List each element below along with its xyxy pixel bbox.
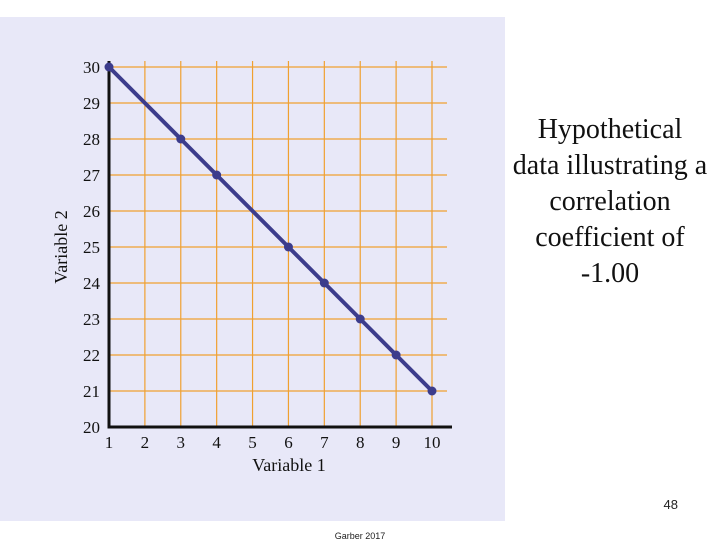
y-tick-label-20: 20 [83, 418, 100, 437]
x-tick-label-1: 1 [105, 433, 114, 452]
page-number: 48 [663, 497, 678, 512]
y-tick-label-22: 22 [83, 346, 100, 365]
chart-caption: Hypothetical data illustrating a correla… [512, 114, 708, 289]
data-point-x6 [283, 242, 293, 252]
x-axis-title: Variable 1 [252, 455, 325, 475]
x-tick-label-8: 8 [356, 433, 365, 452]
y-tick-label-30: 30 [83, 58, 100, 77]
data-point-x4 [212, 170, 222, 180]
footer-credit: Garber 2017 [334, 531, 386, 541]
data-point-x10 [427, 386, 437, 396]
data-point-x1 [104, 62, 114, 72]
x-tick-label-7: 7 [320, 433, 329, 452]
series-line [107, 65, 434, 393]
y-tick-label-26: 26 [83, 202, 100, 221]
x-tick-label-10: 10 [424, 433, 441, 452]
axes [107, 61, 452, 429]
y-tick-label-21: 21 [83, 382, 100, 401]
y-tick-label-24: 24 [83, 274, 101, 293]
data-point-x9 [391, 350, 401, 360]
y-tick-label-27: 27 [83, 166, 101, 185]
y-tick-label-23: 23 [83, 310, 100, 329]
y-tick-label-28: 28 [83, 130, 100, 149]
series [104, 62, 437, 396]
data-point-x7 [319, 278, 329, 288]
x-tick-label-3: 3 [177, 433, 186, 452]
y-axis-title: Variable 2 [51, 210, 71, 283]
data-point-x8 [355, 314, 365, 324]
y-tick-label-25: 25 [83, 238, 100, 257]
x-tick-label-6: 6 [284, 433, 293, 452]
x-tick-label-9: 9 [392, 433, 401, 452]
x-tick-label-4: 4 [212, 433, 221, 452]
data-point-x3 [176, 134, 186, 144]
x-tick-label-2: 2 [141, 433, 150, 452]
y-tick-label-29: 29 [83, 94, 100, 113]
x-tick-label-5: 5 [248, 433, 257, 452]
